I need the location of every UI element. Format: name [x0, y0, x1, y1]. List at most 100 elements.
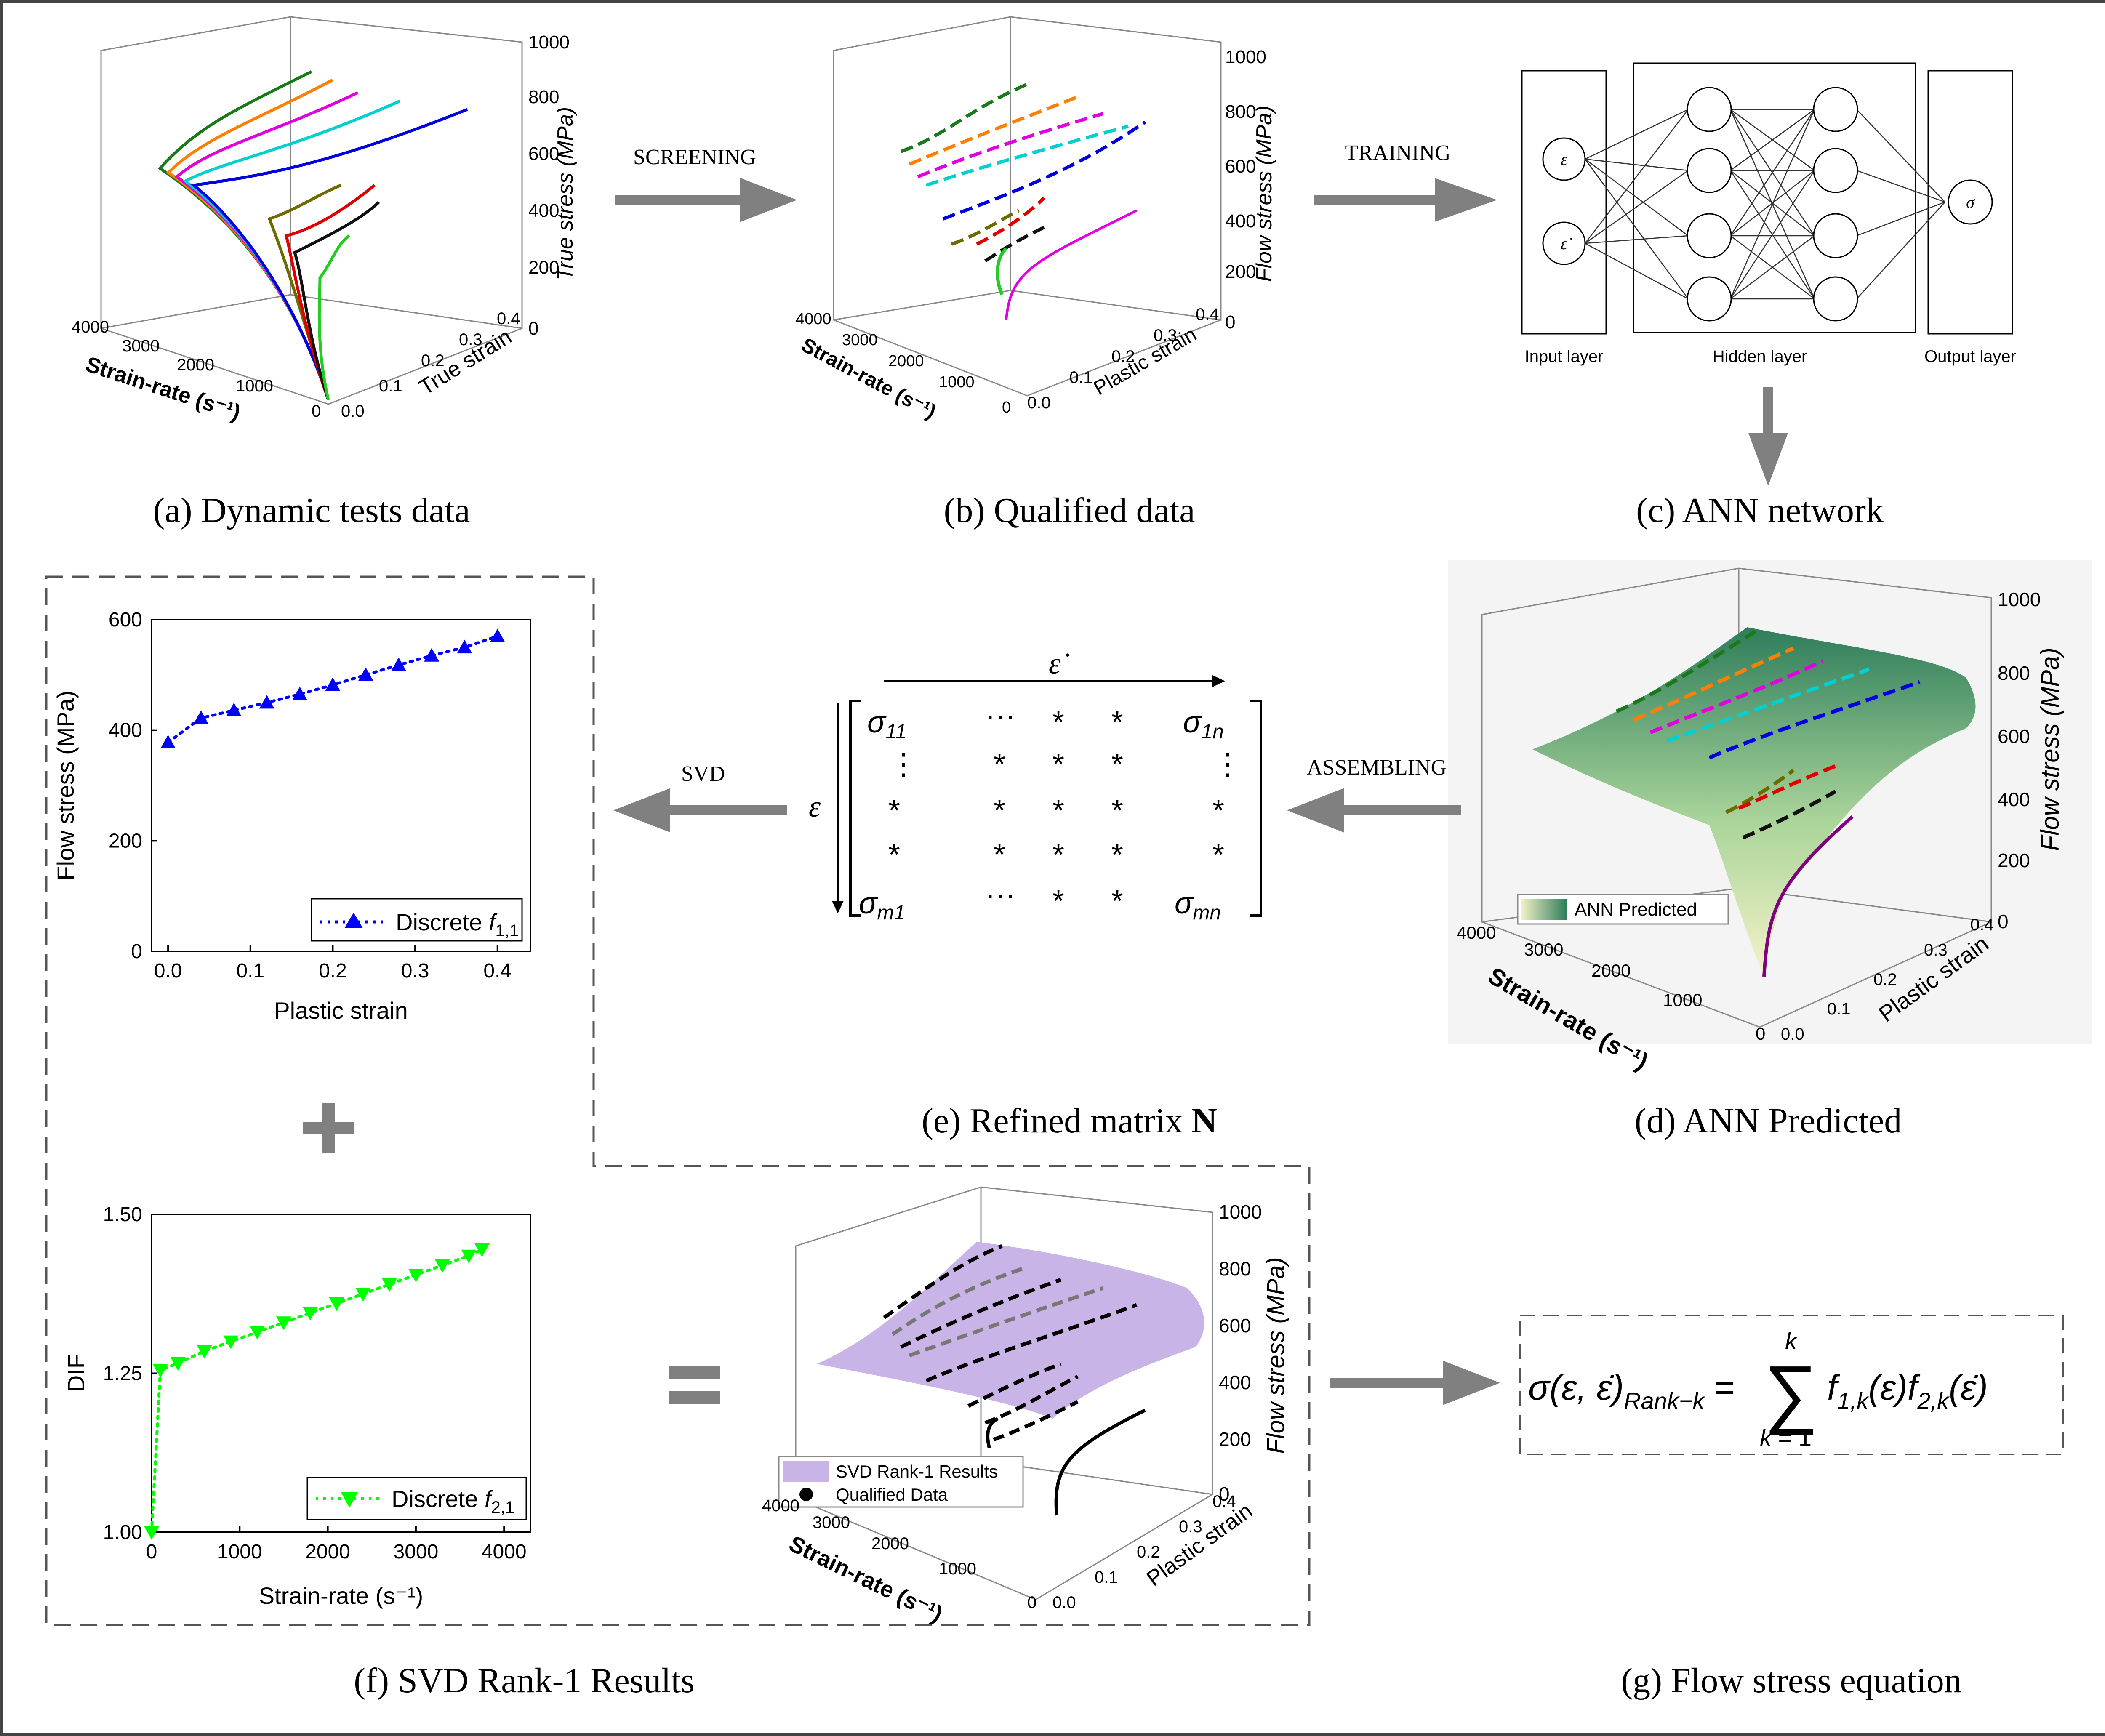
svg-text:···: ··· [985, 699, 1015, 733]
caption-g: (g) Flow stress equation [1621, 1661, 1962, 1700]
data-point [250, 1326, 265, 1340]
tick-label: 1000 [528, 32, 570, 53]
arrow-svd: SVD [613, 762, 787, 833]
svg-text:⋮: ⋮ [888, 748, 919, 781]
chart-f21-legend: Discrete f2,1 [306, 1477, 527, 1520]
legend-surface-label: SVD Rank-1 Results [836, 1462, 998, 1481]
svg-text:*: * [1111, 706, 1123, 739]
chart-f21-xlabel: Strain-rate (s⁻¹) [259, 1582, 424, 1609]
data-point [152, 1364, 168, 1378]
y-tick-label: 1.50 [103, 1203, 142, 1226]
input-layer-box [1521, 70, 1607, 335]
input-node [1542, 221, 1586, 265]
tick-label: 200 [1998, 849, 2030, 871]
svg-text:*: * [1052, 748, 1064, 781]
z-axis-label: True stress (MPa) [553, 107, 578, 280]
legend-points-label: Qualified Data [836, 1485, 948, 1504]
input-node-label: ε [1561, 150, 1567, 169]
panel-a-y-ticks: 0 1000 2000 3000 4000 [72, 318, 321, 421]
z-axis-label: Flow stress (MPa) [2036, 647, 2064, 851]
panel-f-x-ticks: 0.0 0.1 0.2 0.3 0.4 [1052, 1492, 1236, 1612]
panel-b-z-ticks: 0 200 400 600 800 1000 [1225, 47, 1266, 333]
tick-label: 0.4 [497, 309, 520, 328]
tick-label: 0.3 [1924, 941, 1948, 959]
equals-sign [669, 1366, 720, 1404]
y-tick-label: 600 [109, 609, 142, 631]
tick-label: 4000 [796, 310, 831, 328]
tick-label: 800 [528, 87, 559, 107]
data-point [457, 639, 472, 654]
tick-label: 0.1 [1095, 1568, 1118, 1587]
panel-d-ann-predicted: ANN Predicted 0 200 400 600 800 1000 Flo… [1448, 560, 2092, 1140]
z-axis-label: Flow stress (MPa) [1252, 106, 1276, 282]
data-point [434, 1259, 450, 1273]
tick-label: 800 [1225, 101, 1256, 122]
tick-label: 0.1 [1827, 1000, 1851, 1018]
panel-f-y-ticks: 0 1000 2000 3000 4000 [762, 1496, 1037, 1612]
svg-text:*: * [994, 748, 1005, 781]
hidden-node [1813, 87, 1858, 132]
tick-label: 3000 [122, 337, 160, 355]
data-point [490, 628, 505, 642]
input-node [1542, 137, 1586, 181]
tick-label: 4000 [1457, 923, 1496, 943]
y-tick-label: 400 [109, 719, 142, 742]
svg-text:*: * [1111, 884, 1123, 918]
caption-b: (b) Qualified data [943, 491, 1195, 530]
data-point [424, 648, 440, 662]
svg-text:⋮: ⋮ [1212, 748, 1243, 781]
tick-label: 0.0 [341, 402, 365, 421]
caption-e: (e) Refined matrix N [922, 1101, 1217, 1140]
tick-label: 1000 [939, 1560, 976, 1578]
tick-label: 600 [528, 144, 559, 164]
tick-label: 0.2 [421, 351, 445, 370]
svg-text:*: * [888, 794, 900, 828]
panel-g-equation: σ(ε, ε̇)Rank−k = ∑ k k = 1 f1,k(ε)f2,k(ε… [1519, 1315, 2064, 1455]
tick-label: 400 [1225, 211, 1256, 232]
tick-label: 3000 [1524, 940, 1563, 959]
svg-text:···: ··· [985, 878, 1015, 912]
x-tick-label: 0.2 [319, 960, 347, 982]
tick-label: 400 [528, 200, 559, 221]
data-point [259, 695, 274, 709]
chart-f11-legend-label: Discrete f1,1 [396, 909, 519, 940]
data-point [223, 1335, 239, 1349]
tick-label: 1000 [1998, 588, 2041, 610]
panel-d-legend: ANN Predicted [1517, 894, 1729, 925]
data-point [408, 1269, 424, 1283]
y-tick-label: 1.00 [103, 1521, 142, 1544]
caption-a: (a) Dynamic tests data [153, 491, 470, 530]
svg-text:k = 1: k = 1 [1760, 1424, 1812, 1451]
tick-label: 4000 [762, 1496, 799, 1515]
svg-text:*: * [994, 794, 1005, 828]
tick-label: 800 [1219, 1258, 1251, 1280]
hidden-layer-label: Hidden layer [1713, 347, 1807, 366]
tick-label: 0.4 [1970, 916, 1994, 934]
tick-label: 400 [1219, 1371, 1251, 1393]
z-axis-label: Flow stress (MPa) [1262, 1257, 1290, 1454]
equation-formula: σ(ε, ε̇)Rank−k = ∑ k k = 1 f1,k(ε)f2,k(ε… [1528, 1328, 1988, 1451]
data-point [325, 677, 341, 691]
series-line [150, 1248, 484, 1534]
tick-label: 200 [1225, 261, 1256, 282]
chart-f21-marks [144, 1243, 490, 1540]
panel-f-z-ticks: 0 200 400 600 800 1000 [1219, 1201, 1262, 1505]
tick-label: 2000 [871, 1534, 909, 1553]
chart-f11-marks [160, 628, 505, 748]
tick-label: 0.4 [1212, 1492, 1236, 1511]
hidden-node [1687, 148, 1732, 193]
tick-label: 0 [1225, 312, 1235, 333]
tick-label: 0.3 [1179, 1518, 1202, 1536]
matrix-right-bracket [1250, 700, 1262, 917]
data-point [170, 1357, 186, 1371]
svg-text:f1,k(ε)f2,k(ε̇): f1,k(ε)f2,k(ε̇) [1827, 1368, 1988, 1414]
x-tick-label: 1000 [217, 1541, 262, 1563]
svg-text:k: k [1785, 1328, 1798, 1354]
arrow-down [1748, 387, 1788, 486]
plus-sign [303, 1103, 354, 1153]
svg-text:*: * [888, 838, 900, 872]
tick-label: 1000 [1225, 47, 1266, 67]
svg-text:*: * [994, 838, 1005, 872]
data-point [276, 1316, 291, 1330]
input-layer-label: Input layer [1525, 347, 1604, 366]
